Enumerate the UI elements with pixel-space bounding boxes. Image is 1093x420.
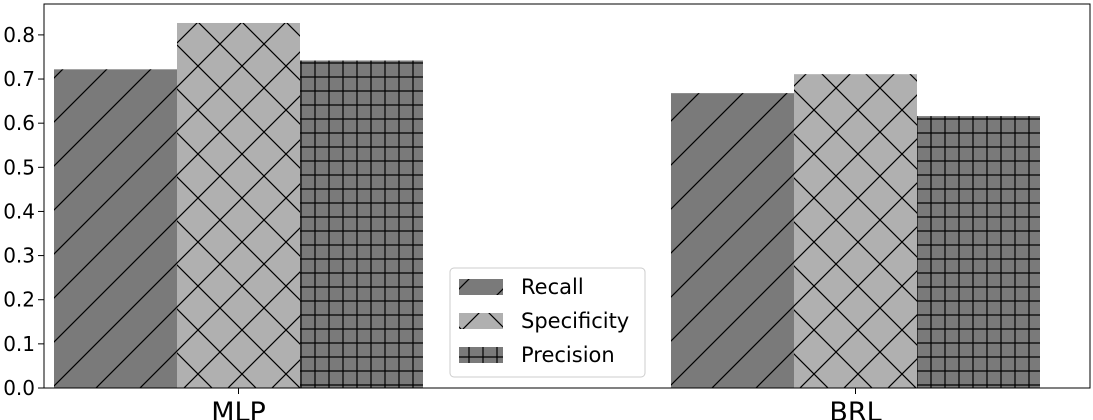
- legend-swatch-hatch: [459, 279, 503, 295]
- legend-label: Precision: [521, 343, 615, 367]
- y-tick-label: 0.2: [3, 288, 35, 312]
- legend: Recall Specificity Precision: [449, 267, 646, 378]
- plot-frame: [43, 3, 1091, 389]
- y-tick-label: 0.1: [3, 332, 35, 356]
- x-tick-label: BRL: [829, 397, 881, 420]
- bars-layer: [54, 22, 1040, 389]
- y-tick-label: 0.5: [3, 155, 35, 179]
- bar-hatch-mlp-specificity: [177, 22, 300, 389]
- legend-swatch-hatch: [459, 347, 503, 363]
- bar-hatch-brl-precision: [917, 116, 1040, 388]
- y-tick-label: 0.4: [3, 199, 35, 223]
- y-tick-label: 0.0: [3, 376, 35, 400]
- x-tick-label: MLP: [211, 397, 266, 420]
- bar-hatch-mlp-precision: [300, 60, 423, 388]
- y-axis: 0.0 0.1 0.2 0.3 0.4 0.5 0.6 0.7 0.8: [3, 23, 44, 400]
- y-tick-label: 0.6: [3, 111, 35, 135]
- bar-hatch-brl-specificity: [794, 74, 917, 388]
- x-axis: MLP BRL: [211, 388, 882, 420]
- bar-hatch-brl-recall: [671, 93, 794, 388]
- y-tick-label: 0.8: [3, 23, 35, 47]
- y-tick-label: 0.3: [3, 244, 35, 268]
- legend-swatch-hatch: [459, 313, 503, 329]
- y-tick-label: 0.7: [3, 67, 35, 91]
- legend-label: Specificity: [521, 309, 629, 333]
- legend-label: Recall: [521, 275, 584, 299]
- bar-hatch-mlp-recall: [54, 69, 177, 389]
